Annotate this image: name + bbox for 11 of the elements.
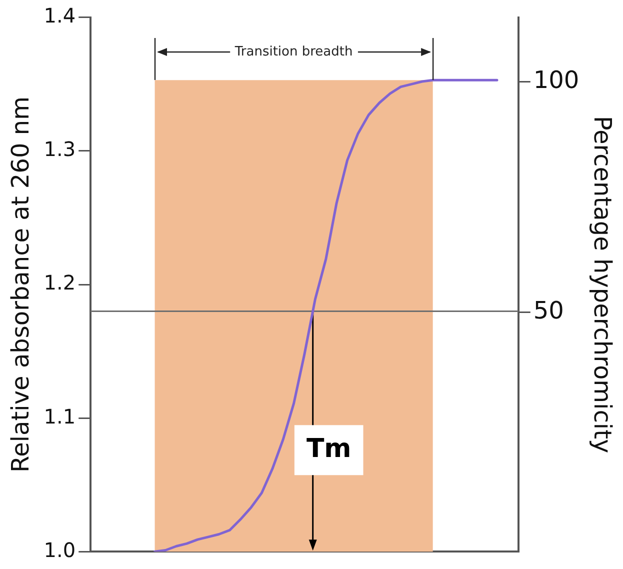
y2-axis-title: Percentage hyperchromicity	[588, 116, 616, 454]
y-tick-label: 1.2	[44, 270, 76, 295]
annotation: Transition breadth	[234, 44, 353, 60]
y-tick-label: 1.4	[44, 4, 76, 28]
annotation: Tm	[306, 434, 352, 464]
y-tick-label: 1.0	[44, 538, 76, 562]
y-axis-title: Relative absorbance at 260 nm	[6, 96, 35, 472]
y2-tick-label: 100	[533, 66, 580, 94]
y2-tick-label: 50	[533, 296, 564, 324]
y-tick-label: 1.1	[44, 404, 76, 428]
y-tick-label: 1.3	[44, 137, 76, 162]
